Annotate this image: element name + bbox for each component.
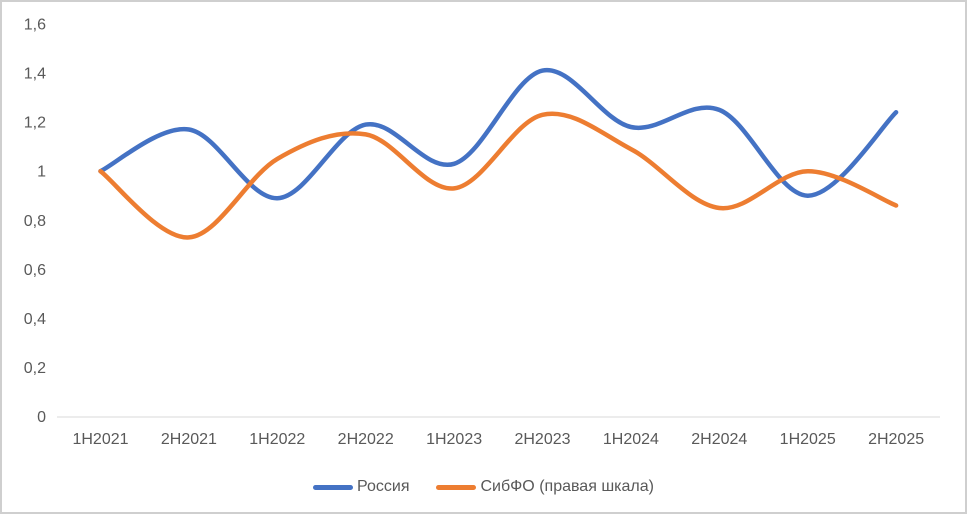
legend: Россия СибФО (правая шкала) [0, 472, 967, 502]
legend-line-swatch [313, 484, 354, 490]
y-tick-label: 1 [37, 164, 46, 181]
y-tick-label: 0,4 [24, 311, 46, 328]
x-tick-label: 1H2025 [780, 431, 836, 448]
y-tick-label: 1,4 [24, 66, 46, 83]
x-tick-label: 2H2025 [868, 431, 924, 448]
y-tick-label: 0 [37, 409, 46, 426]
y-tick-label: 0,6 [24, 262, 46, 279]
x-tick-label: 2H2021 [161, 431, 217, 448]
legend-item-0: Россия [313, 478, 409, 496]
y-tick-label: 0,8 [24, 213, 46, 230]
legend-line-swatch [436, 484, 477, 490]
x-tick-label: 2H2024 [691, 431, 747, 448]
y-tick-label: 0,2 [24, 360, 46, 377]
legend-item-1: СибФО (правая шкала) [436, 478, 654, 496]
x-tick-label: 1H2022 [249, 431, 305, 448]
x-tick-label: 1H2023 [426, 431, 482, 448]
x-tick-label: 2H2023 [514, 431, 570, 448]
x-tick-label: 2H2022 [338, 431, 394, 448]
legend-label: Россия [357, 478, 410, 495]
y-tick-label: 1,2 [24, 115, 46, 132]
series-line-0 [98, 68, 899, 201]
y-tick-label: 1,6 [24, 17, 46, 34]
series-line-1 [98, 111, 899, 240]
x-tick-label: 1H2021 [72, 431, 128, 448]
x-tick-label: 1H2024 [603, 431, 659, 448]
legend-label: СибФО (правая шкала) [480, 478, 654, 495]
